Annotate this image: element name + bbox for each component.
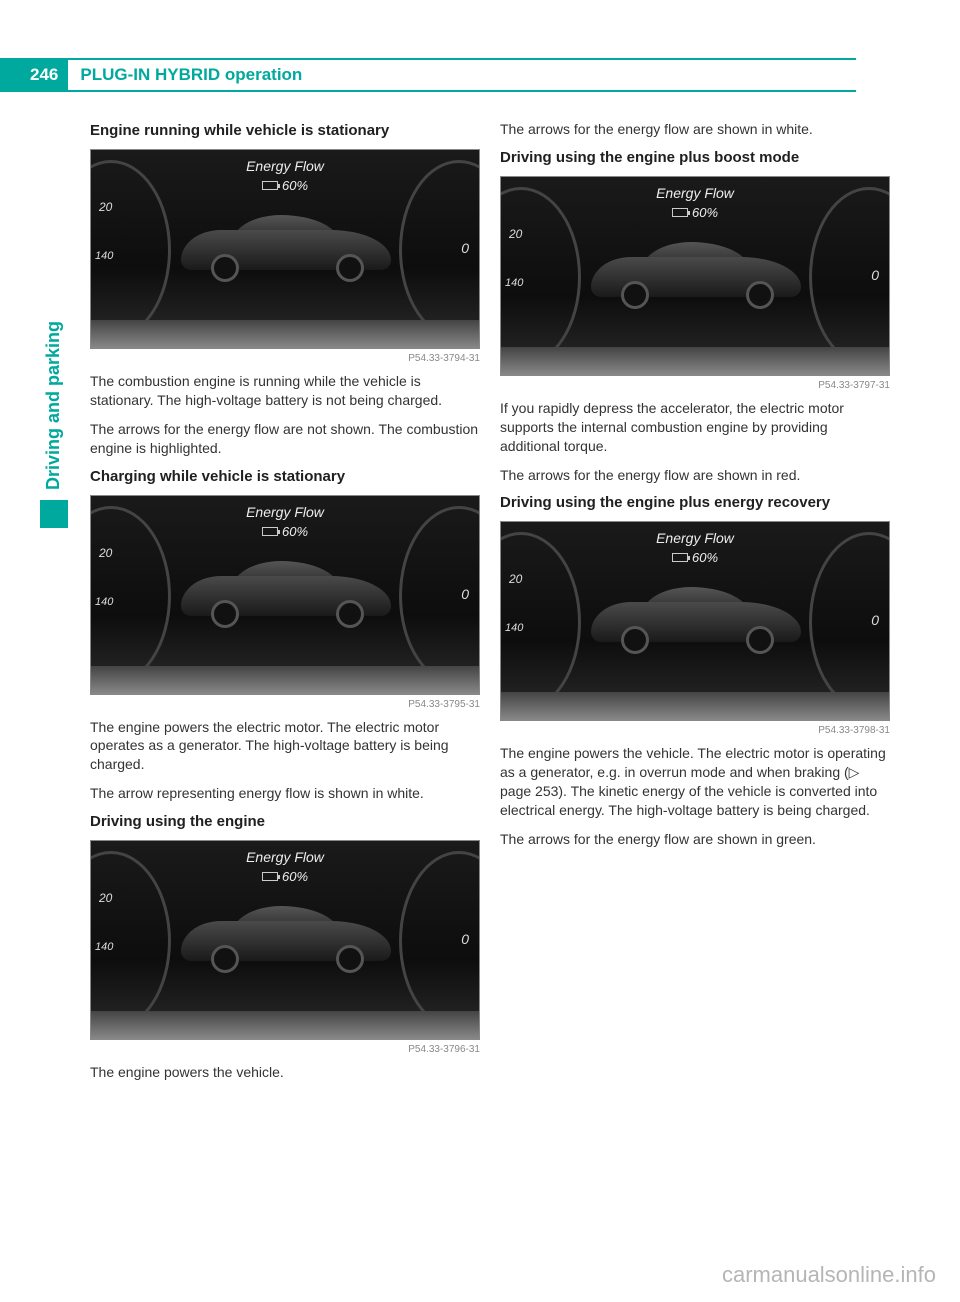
figure-id: P54.33-3795-31 (90, 699, 480, 710)
gauge-label: 140 (95, 941, 113, 953)
battery-indicator: 60% (262, 869, 308, 884)
battery-indicator: 60% (262, 178, 308, 193)
para: The engine powers the electric motor. Th… (90, 718, 480, 775)
figure-charging-stationary: 20 140 0 Energy Flow 60% (90, 495, 480, 695)
figure-id: P54.33-3794-31 (90, 353, 480, 364)
para: The engine powers the vehicle. The elect… (500, 744, 890, 820)
heading-driving-engine: Driving using the engine (90, 813, 480, 830)
gauge-label: 140 (95, 250, 113, 262)
heading-energy-recovery: Driving using the engine plus energy rec… (500, 494, 890, 511)
content-columns: Engine running while vehicle is stationa… (90, 118, 890, 1092)
side-tab-label: Driving and parking (43, 321, 64, 490)
figure-boost-mode: 20 140 0 Energy Flow 60% (500, 176, 890, 376)
figure-energy-recovery: 20 140 0 Energy Flow 60% (500, 521, 890, 721)
left-column: Engine running while vehicle is stationa… (90, 118, 480, 1092)
energy-flow-title: Energy Flow (656, 185, 734, 201)
gauge-label: 0 (461, 931, 469, 947)
battery-pct: 60% (692, 205, 718, 220)
side-tab: Driving and parking (40, 220, 68, 520)
gauge-label: 140 (505, 622, 523, 634)
battery-icon (672, 208, 688, 217)
figure-driving-engine: 20 140 0 Energy Flow 60% (90, 840, 480, 1040)
gauge-label: 20 (509, 227, 522, 241)
para: The arrows for the energy flow are shown… (500, 830, 890, 849)
energy-flow-title: Energy Flow (246, 504, 324, 520)
battery-indicator: 60% (672, 550, 718, 565)
battery-pct: 60% (692, 550, 718, 565)
energy-flow-title: Energy Flow (246, 158, 324, 174)
section-title: PLUG-IN HYBRID operation (68, 58, 856, 92)
battery-pct: 60% (282, 524, 308, 539)
battery-icon (672, 553, 688, 562)
side-tab-marker (40, 500, 68, 528)
para: The combustion engine is running while t… (90, 372, 480, 410)
energy-flow-title: Energy Flow (246, 849, 324, 865)
figure-id: P54.33-3798-31 (500, 725, 890, 736)
para: The arrows for the energy flow are not s… (90, 420, 480, 458)
para: The arrow representing energy flow is sh… (90, 784, 480, 803)
para: The engine powers the vehicle. (90, 1063, 480, 1082)
battery-icon (262, 181, 278, 190)
heading-engine-stationary: Engine running while vehicle is stationa… (90, 122, 480, 139)
gauge-label: 20 (509, 572, 522, 586)
para: The arrows for the energy flow are shown… (500, 120, 890, 139)
para: The arrows for the energy flow are shown… (500, 466, 890, 485)
para: If you rapidly depress the accelerator, … (500, 399, 890, 456)
gauge-label: 20 (99, 891, 112, 905)
figure-id: P54.33-3797-31 (500, 380, 890, 391)
gauge-label: 0 (871, 267, 879, 283)
battery-icon (262, 872, 278, 881)
gauge-label: 140 (95, 596, 113, 608)
gauge-label: 140 (505, 277, 523, 289)
battery-pct: 60% (282, 869, 308, 884)
battery-indicator: 60% (672, 205, 718, 220)
right-column: The arrows for the energy flow are shown… (500, 118, 890, 1092)
page-number: 246 (0, 58, 68, 92)
watermark: carmanualsonline.info (722, 1262, 936, 1288)
header-bar: 246 PLUG-IN HYBRID operation (0, 58, 856, 92)
gauge-label: 20 (99, 200, 112, 214)
heading-boost-mode: Driving using the engine plus boost mode (500, 149, 890, 166)
figure-engine-stationary: 20 140 0 Energy Flow 60% (90, 149, 480, 349)
gauge-label: 0 (461, 586, 469, 602)
figure-id: P54.33-3796-31 (90, 1044, 480, 1055)
battery-pct: 60% (282, 178, 308, 193)
battery-indicator: 60% (262, 524, 308, 539)
gauge-label: 20 (99, 546, 112, 560)
heading-charging-stationary: Charging while vehicle is stationary (90, 468, 480, 485)
battery-icon (262, 527, 278, 536)
gauge-label: 0 (871, 612, 879, 628)
energy-flow-title: Energy Flow (656, 530, 734, 546)
gauge-label: 0 (461, 240, 469, 256)
